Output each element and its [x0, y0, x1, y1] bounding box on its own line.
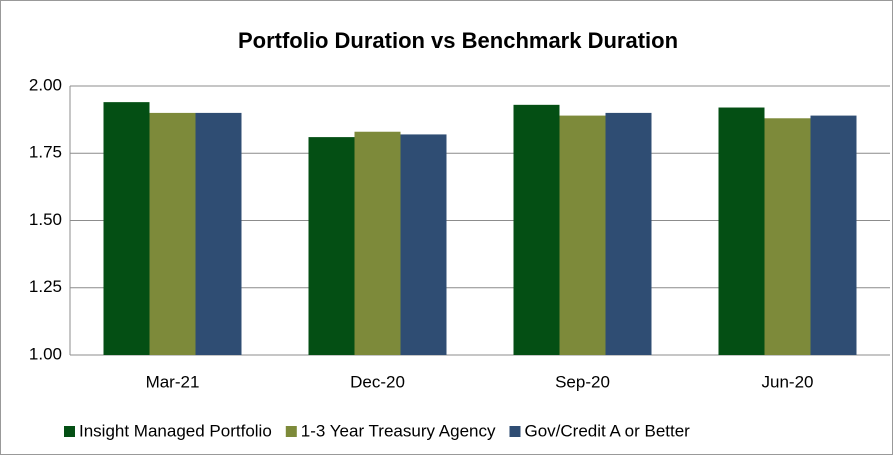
y-tick-label: 2.00 [29, 75, 62, 94]
bar [559, 115, 606, 355]
chart-title: Portfolio Duration vs Benchmark Duration [238, 28, 678, 53]
legend-swatch [509, 426, 521, 437]
bar [354, 131, 401, 355]
y-tick-label: 1.25 [29, 277, 62, 296]
bar [513, 104, 560, 355]
bar [810, 115, 857, 355]
y-tick-label: 1.00 [29, 344, 62, 363]
bar [103, 102, 150, 355]
x-tick-label: Sep-20 [555, 372, 610, 391]
x-tick-label: Mar-21 [146, 372, 200, 391]
legend-swatch [285, 426, 297, 437]
bar [400, 134, 447, 355]
bar [195, 112, 242, 356]
bar [718, 107, 765, 356]
bar [149, 112, 196, 356]
legend-label: Gov/Credit A or Better [524, 421, 690, 440]
legend-label: Insight Managed Portfolio [79, 421, 272, 440]
x-tick-label: Dec-20 [350, 372, 405, 391]
legend-label: 1-3 Year Treasury Agency [301, 421, 496, 440]
y-tick-label: 1.50 [29, 210, 62, 229]
bar [764, 118, 811, 355]
y-tick-label: 1.75 [29, 143, 62, 162]
bar [605, 112, 652, 356]
legend-swatch [64, 426, 75, 437]
x-tick-label: Jun-20 [762, 372, 814, 391]
bar [308, 137, 355, 355]
